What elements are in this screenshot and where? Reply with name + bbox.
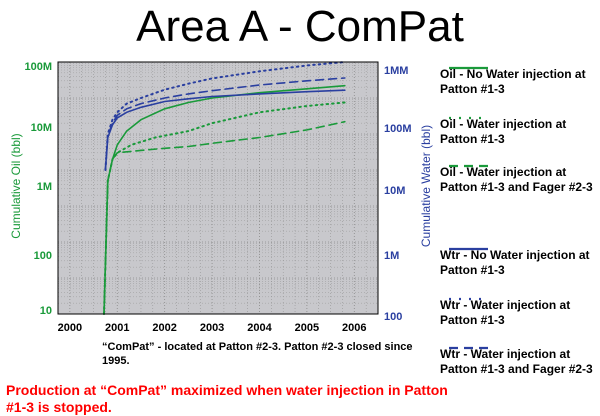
plot-border <box>57 61 379 315</box>
x-tick-label: 2005 <box>295 322 319 334</box>
legend-swatch <box>448 289 490 301</box>
y2-tick-label: 100M <box>384 123 412 135</box>
y2-axis-label: Cumulative Water (bbl) <box>419 125 433 247</box>
y-axis-left: 10 100 1M 10M 100M <box>24 61 52 317</box>
x-tick-label: 2002 <box>152 322 176 334</box>
x-tick-label: 2003 <box>200 322 224 334</box>
x-tick-label: 2001 <box>105 322 129 334</box>
conclusion-text: Production at “ComPat” maximized when wa… <box>6 382 448 415</box>
legend-swatch <box>448 156 490 168</box>
y-tick-label: 100M <box>24 61 52 73</box>
legend-swatch <box>448 239 490 251</box>
y-axis-label: Cumulative Oil (bbl) <box>9 133 23 238</box>
legend-swatch <box>448 338 490 350</box>
legend-swatch <box>448 108 490 120</box>
series-line-5 <box>104 61 346 171</box>
legend-item-label: Wtr - Water injection at Patton #1-3 <box>440 298 571 327</box>
location-note: “ComPat” - located at Patton #2-3. Patto… <box>102 341 413 367</box>
y2-tick-label: 100 <box>384 311 402 323</box>
series-group <box>103 61 346 315</box>
legend-item-label: Wtr - Water injection at Patton #1-3 and… <box>440 347 593 376</box>
y2-tick-label: 1M <box>384 250 399 262</box>
legend-item-label: Wtr - No Water injection at Patton #1-3 <box>440 248 590 277</box>
y2-tick-label: 10M <box>384 185 405 197</box>
legend-item-label: Oil - No Water injection at Patton #1-3 <box>440 67 586 96</box>
x-tick-label: 2004 <box>247 322 272 334</box>
y-tick-label: 1M <box>37 181 52 193</box>
x-tick-label: 2000 <box>58 322 82 334</box>
legend-item-label: Oil - Water injection at Patton #1-3 <box>440 117 567 146</box>
y-tick-label: 10 <box>40 305 52 317</box>
chart-title: Area A - ComPat <box>136 2 464 51</box>
series-line-6 <box>104 77 346 171</box>
series-line-3 <box>103 120 346 315</box>
y-axis-right: 100 1M 10M 100M 1MM <box>384 65 412 323</box>
legend-swatch <box>448 58 490 70</box>
plot-area <box>58 62 378 314</box>
y-tick-label: 100 <box>34 250 52 262</box>
y2-tick-label: 1MM <box>384 65 408 77</box>
y-tick-label: 10M <box>31 122 52 134</box>
legend-item-label: Oil - Water injection at Patton #1-3 and… <box>440 165 593 194</box>
x-tick-label: 2006 <box>342 322 366 334</box>
x-axis: 2000 2001 2002 2003 2004 2005 2006 <box>58 322 367 334</box>
